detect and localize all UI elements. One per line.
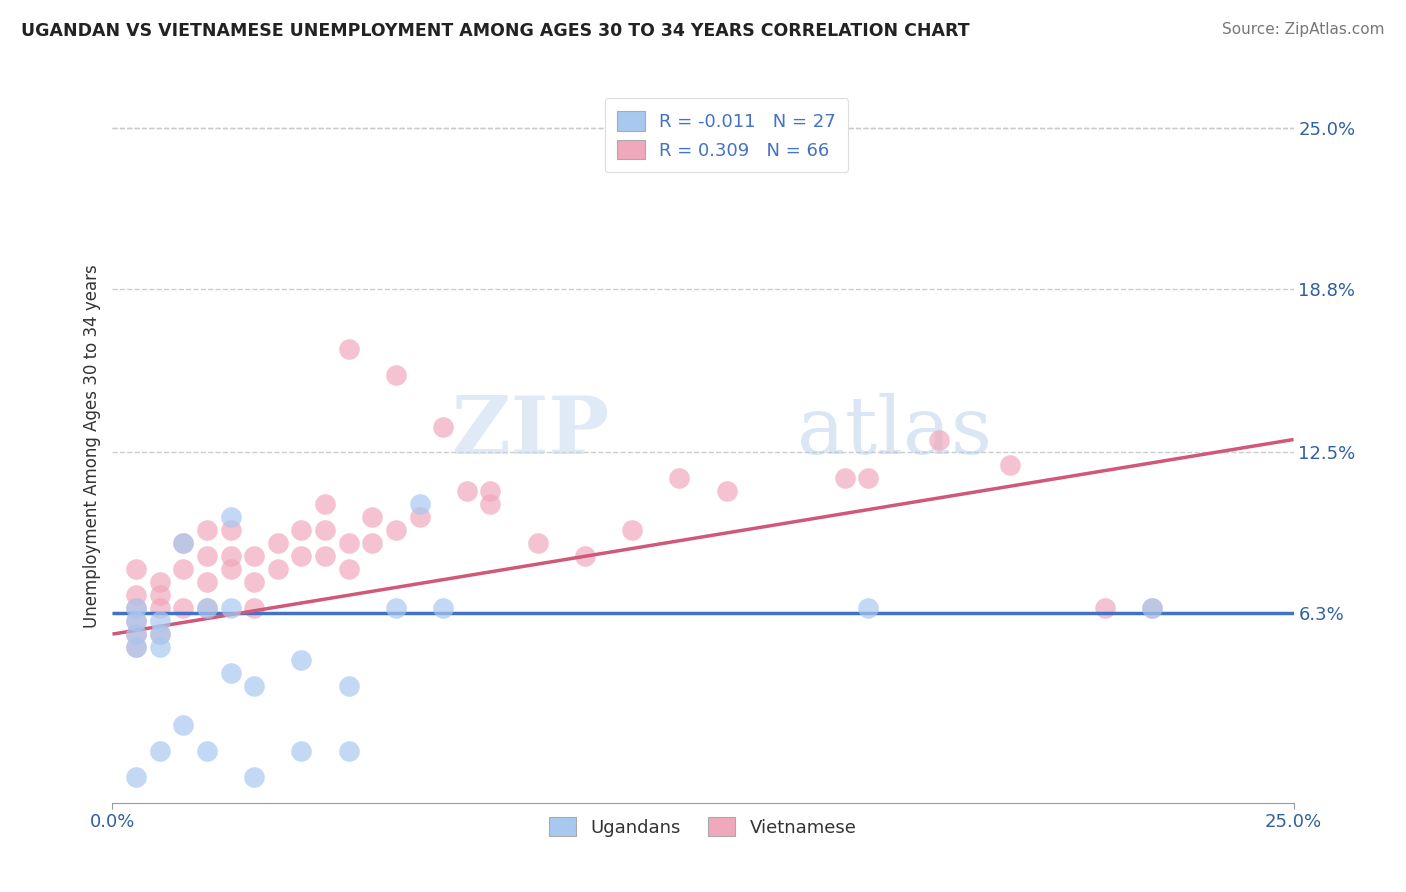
Point	[219, 510, 242, 524]
Point	[337, 679, 360, 693]
Point	[267, 536, 290, 550]
Point	[149, 744, 172, 758]
Point	[172, 718, 194, 732]
Text: atlas: atlas	[797, 392, 993, 471]
Point	[149, 627, 172, 641]
Point	[125, 601, 148, 615]
Point	[125, 770, 148, 784]
Point	[337, 562, 360, 576]
Point	[219, 562, 242, 576]
Point	[526, 536, 548, 550]
Point	[337, 536, 360, 550]
Point	[479, 497, 502, 511]
Point	[998, 458, 1021, 473]
Point	[195, 524, 218, 538]
Point	[219, 524, 242, 538]
Point	[361, 510, 384, 524]
Point	[125, 601, 148, 615]
Point	[125, 640, 148, 654]
Point	[195, 601, 218, 615]
Point	[125, 614, 148, 628]
Point	[125, 627, 148, 641]
Point	[149, 640, 172, 654]
Point	[243, 601, 266, 615]
Point	[219, 601, 242, 615]
Point	[668, 471, 690, 485]
Point	[385, 524, 408, 538]
Point	[314, 549, 336, 564]
Point	[243, 770, 266, 784]
Point	[337, 744, 360, 758]
Legend: Ugandans, Vietnamese: Ugandans, Vietnamese	[543, 809, 863, 844]
Point	[456, 484, 478, 499]
Point	[290, 744, 312, 758]
Point	[195, 549, 218, 564]
Point	[834, 471, 856, 485]
Point	[574, 549, 596, 564]
Point	[125, 640, 148, 654]
Point	[149, 588, 172, 602]
Point	[195, 575, 218, 590]
Point	[149, 601, 172, 615]
Point	[243, 549, 266, 564]
Point	[219, 549, 242, 564]
Point	[172, 536, 194, 550]
Point	[149, 575, 172, 590]
Point	[172, 562, 194, 576]
Point	[408, 497, 430, 511]
Point	[432, 601, 454, 615]
Point	[408, 510, 430, 524]
Point	[172, 536, 194, 550]
Point	[385, 601, 408, 615]
Point	[1140, 601, 1163, 615]
Text: Source: ZipAtlas.com: Source: ZipAtlas.com	[1222, 22, 1385, 37]
Point	[858, 601, 880, 615]
Point	[928, 433, 950, 447]
Point	[172, 601, 194, 615]
Point	[125, 614, 148, 628]
Point	[267, 562, 290, 576]
Point	[149, 627, 172, 641]
Point	[243, 679, 266, 693]
Point	[125, 627, 148, 641]
Point	[314, 524, 336, 538]
Point	[337, 342, 360, 356]
Point	[195, 744, 218, 758]
Point	[1094, 601, 1116, 615]
Point	[858, 471, 880, 485]
Point	[314, 497, 336, 511]
Point	[361, 536, 384, 550]
Point	[149, 614, 172, 628]
Point	[621, 524, 644, 538]
Point	[290, 549, 312, 564]
Point	[243, 575, 266, 590]
Y-axis label: Unemployment Among Ages 30 to 34 years: Unemployment Among Ages 30 to 34 years	[83, 264, 101, 628]
Text: UGANDAN VS VIETNAMESE UNEMPLOYMENT AMONG AGES 30 TO 34 YEARS CORRELATION CHART: UGANDAN VS VIETNAMESE UNEMPLOYMENT AMONG…	[21, 22, 970, 40]
Point	[385, 368, 408, 382]
Point	[125, 588, 148, 602]
Point	[716, 484, 738, 499]
Point	[195, 601, 218, 615]
Point	[125, 562, 148, 576]
Point	[219, 666, 242, 681]
Text: ZIP: ZIP	[451, 392, 609, 471]
Point	[479, 484, 502, 499]
Point	[290, 653, 312, 667]
Point	[290, 524, 312, 538]
Point	[1140, 601, 1163, 615]
Point	[432, 419, 454, 434]
